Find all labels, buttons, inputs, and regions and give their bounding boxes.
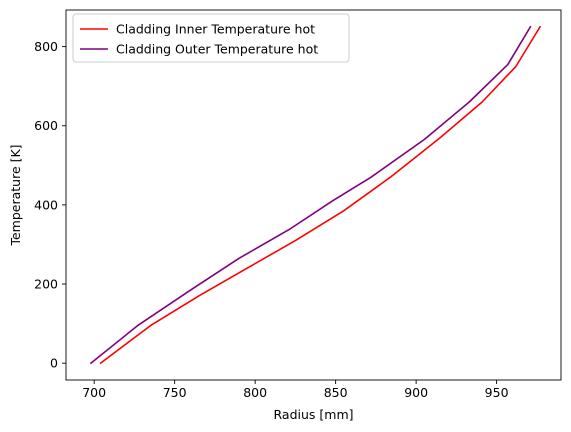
y-tick-label: 0 bbox=[50, 356, 58, 371]
x-axis-label: Radius [mm] bbox=[274, 407, 354, 422]
x-tick-label: 850 bbox=[324, 385, 348, 400]
x-tick-label: 750 bbox=[163, 385, 187, 400]
y-axis-label: Temperature [K] bbox=[8, 144, 23, 246]
y-tick-label: 800 bbox=[34, 39, 58, 54]
y-tick-label: 200 bbox=[34, 277, 58, 292]
y-tick-label: 600 bbox=[34, 118, 58, 133]
series-line-outer bbox=[89, 25, 532, 365]
legend-frame bbox=[72, 13, 350, 63]
y-tick-label: 400 bbox=[34, 197, 58, 212]
x-tick-label: 900 bbox=[404, 385, 428, 400]
series-line-inner bbox=[99, 25, 542, 365]
x-tick-label: 950 bbox=[485, 385, 509, 400]
x-tick-label: 700 bbox=[82, 385, 106, 400]
legend-label-inner: Cladding Inner Temperature hot bbox=[116, 22, 315, 37]
plot-frame bbox=[65, 9, 562, 381]
ticks-layer: 700 750 800 850 900 950 0 200 400 600 800 bbox=[34, 39, 508, 400]
x-tick-label: 800 bbox=[243, 385, 267, 400]
legend: Cladding Inner Temperature hot Cladding … bbox=[72, 13, 350, 63]
legend-label-outer: Cladding Outer Temperature hot bbox=[116, 42, 318, 57]
series-layer bbox=[89, 25, 542, 365]
